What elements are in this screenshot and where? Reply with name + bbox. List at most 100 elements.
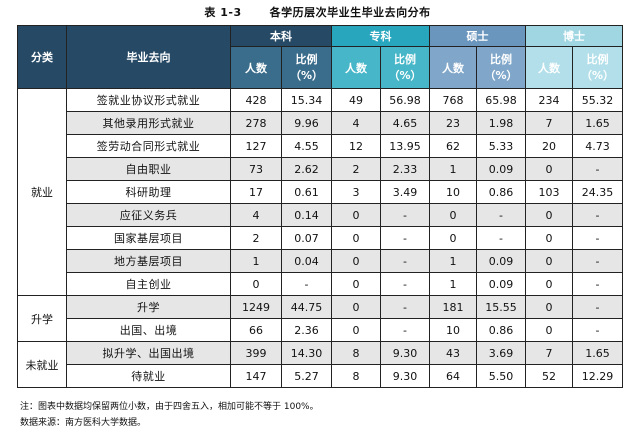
ratio-cell: 15.55 (476, 295, 526, 319)
ratio-cell: 0.86 (476, 318, 526, 342)
count-cell: 64 (429, 364, 477, 388)
count-cell: 0 (331, 203, 381, 227)
count-cell: 0 (331, 249, 381, 273)
count-cell: 62 (429, 134, 477, 158)
destination-cell: 应征义务兵 (66, 203, 231, 227)
count-cell: 0 (525, 272, 573, 296)
header-count: 人数 (331, 46, 381, 89)
destination-cell: 签就业协议形式就业 (66, 88, 231, 112)
table-row: 未就业 拟升学、出国出境 399 14.30 8 9.30 43 3.69 7 1.65 (17, 341, 623, 388)
count-cell: 278 (230, 111, 282, 135)
destination-cell: 地方基层项目 (66, 249, 231, 273)
destination-cell: 签劳动合同形式就业 (66, 134, 231, 158)
table-row: 地方基层项目 1 0.04 0-1 0.09 0- (18, 249, 623, 273)
ratio-cell: 0.61 (281, 180, 332, 204)
ratio-cell: - (380, 226, 430, 250)
destination-cell: 国家基层项目 (66, 226, 231, 250)
header-ratio: 比例 （%） (281, 46, 332, 89)
ratio-cell: 2.36 (281, 318, 332, 342)
count-cell: 7 (525, 111, 573, 135)
destination-table: 分类 毕业去向 本科 专科 硕士 博士 人数 比例 （%） 人数 比例 （%） 人数… (17, 25, 623, 388)
count-cell: 0 (525, 295, 573, 319)
table-row: 其他录用形式就业 278 9.96 4 4.65 23 1.98 7 1.65 (18, 111, 623, 135)
header-category: 分类 (17, 25, 67, 89)
count-cell: 1 (429, 157, 477, 181)
header-ratio: 比例 （%） (380, 46, 430, 89)
count-cell: 1249 (230, 295, 282, 319)
ratio-cell: 15.34 (281, 88, 332, 112)
count-cell: 3 (331, 180, 381, 204)
ratio-cell: 0.07 (281, 226, 332, 250)
table-title: 表 1-3 各学历层次毕业生毕业去向分布 (0, 4, 635, 20)
header-ratio: 比例 （%） (572, 46, 623, 89)
count-cell: 1 (230, 249, 282, 273)
ratio-cell: 5.27 (281, 364, 332, 388)
count-cell: 147 (230, 364, 282, 388)
count-cell: 768 (429, 88, 477, 112)
header-count: 人数 (525, 46, 573, 89)
ratio-cell: 0.09 (476, 249, 526, 273)
destination-cell: 待就业 (66, 364, 231, 388)
count-cell: 4 (331, 111, 381, 135)
ratio-cell: 4.65 (380, 111, 430, 135)
table-number: 表 1-3 (204, 6, 242, 19)
ratio-cell: - (476, 226, 526, 250)
count-cell: 0 (331, 272, 381, 296)
count-cell: 0 (525, 157, 573, 181)
count-cell: 2 (331, 157, 381, 181)
ratio-cell: 9.30 (380, 364, 430, 388)
ratio-cell: 9.30 (380, 341, 430, 365)
count-cell: 0 (230, 272, 282, 296)
ratio-cell: - (281, 272, 332, 296)
ratio-cell: 4.73 (572, 134, 623, 158)
count-cell: 23 (429, 111, 477, 135)
count-cell: 49 (331, 88, 381, 112)
count-cell: 10 (429, 180, 477, 204)
table-row: 待就业 147 5.27 8 9.30 64 5.50 52 12.29 (18, 364, 623, 388)
count-cell: 43 (429, 341, 477, 365)
table-row: 自主创业 0-0-1 0.09 0- (18, 272, 623, 296)
count-cell: 234 (525, 88, 573, 112)
count-cell: 428 (230, 88, 282, 112)
ratio-cell: 65.98 (476, 88, 526, 112)
ratio-cell: 12.29 (572, 364, 623, 388)
count-cell: 20 (525, 134, 573, 158)
count-cell: 0 (525, 318, 573, 342)
ratio-cell: - (380, 249, 430, 273)
count-cell: 8 (331, 364, 381, 388)
table-title-text: 各学历层次毕业生毕业去向分布 (269, 6, 431, 19)
ratio-cell: 2.62 (281, 157, 332, 181)
count-cell: 0 (525, 249, 573, 273)
ratio-cell: 44.75 (281, 295, 332, 319)
destination-cell: 其他录用形式就业 (66, 111, 231, 135)
destination-cell: 升学 (66, 295, 231, 319)
count-cell: 399 (230, 341, 282, 365)
table-row: 签劳动合同形式就业 127 4.55 12 13.95 62 5.33 20 4.73 (18, 134, 623, 158)
count-cell: 0 (525, 226, 573, 250)
ratio-cell: - (572, 272, 623, 296)
header-level-undergrad: 本科 (230, 25, 332, 47)
count-cell: 17 (230, 180, 282, 204)
ratio-cell: 1.65 (572, 111, 623, 135)
count-cell: 127 (230, 134, 282, 158)
ratio-cell: 56.98 (380, 88, 430, 112)
ratio-cell: 5.33 (476, 134, 526, 158)
ratio-cell: 3.49 (380, 180, 430, 204)
ratio-cell: - (572, 203, 623, 227)
table-row: 科研助理 17 0.61 3 3.49 10 0.86 103 24.35 (18, 180, 623, 204)
count-cell: 52 (525, 364, 573, 388)
data-source: 数据来源：南方医科大学数据。 (20, 418, 147, 428)
ratio-cell: - (572, 157, 623, 181)
ratio-cell: 0.09 (476, 272, 526, 296)
ratio-cell: 3.69 (476, 341, 526, 365)
category-cell: 就业 (17, 88, 67, 296)
ratio-cell: - (572, 249, 623, 273)
destination-cell: 自主创业 (66, 272, 231, 296)
ratio-cell: 1.65 (572, 341, 623, 365)
ratio-cell: 4.55 (281, 134, 332, 158)
count-cell: 10 (429, 318, 477, 342)
ratio-cell: 9.96 (281, 111, 332, 135)
header-level-doctor: 博士 (525, 25, 623, 47)
count-cell: 0 (525, 203, 573, 227)
